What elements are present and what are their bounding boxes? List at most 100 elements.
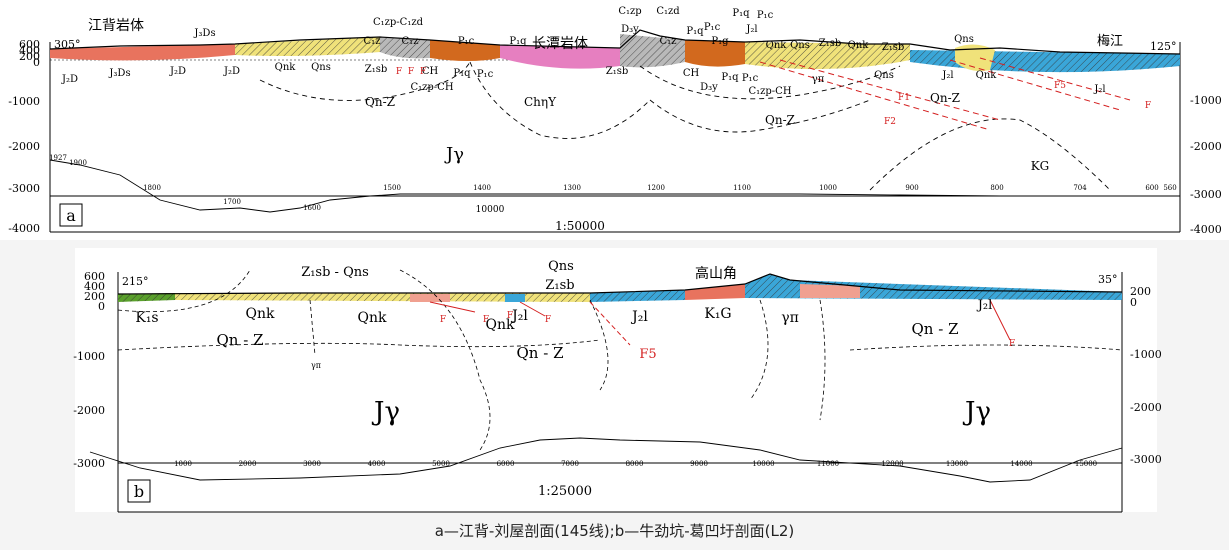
y-tick-label: -3000 bbox=[73, 457, 105, 470]
distance-tick-label: 8000 bbox=[626, 460, 644, 468]
unit-label: K₁G bbox=[704, 306, 731, 322]
distance-tick-label: 14000 bbox=[1010, 460, 1032, 468]
fault-label: F bbox=[420, 67, 426, 77]
y-tick-label: -3000 bbox=[8, 182, 40, 195]
unit-label: C₁zd bbox=[656, 6, 680, 17]
panel-b-scale: 1:25000 bbox=[538, 484, 592, 499]
panel-b-label-box bbox=[127, 479, 151, 503]
body-label: γπ bbox=[311, 361, 321, 370]
panel-b-label: b bbox=[134, 482, 144, 501]
y-tick-label: -4000 bbox=[1190, 223, 1222, 236]
panel-a-grid-value: 10000 bbox=[476, 205, 505, 215]
unit-label: Qnk bbox=[486, 317, 515, 333]
panel-a-azimuth-right: 125° bbox=[1150, 40, 1177, 53]
panel-b-contact-4 bbox=[589, 299, 609, 391]
y-tick-label: -2000 bbox=[73, 404, 105, 417]
y-tick-label: -1000 bbox=[73, 350, 105, 363]
y-tick-label: -1000 bbox=[1130, 348, 1162, 361]
unit-label: P₁q bbox=[721, 72, 739, 83]
panel-a-background bbox=[0, 0, 1229, 240]
distance-tick-label: 1927 bbox=[49, 154, 67, 162]
unit-label: K₁s bbox=[135, 310, 158, 326]
unit-label: γπ bbox=[781, 310, 799, 326]
panel-a-label-box bbox=[59, 203, 83, 227]
unit-label: C₁zp-CH bbox=[410, 82, 453, 93]
distance-tick-label: 560 bbox=[1163, 184, 1176, 192]
distance-tick-label: 1200 bbox=[647, 184, 665, 192]
panel-a-contact-3 bbox=[649, 99, 871, 133]
fault-label: F1 bbox=[898, 93, 910, 103]
body-label: ChηΥ bbox=[524, 95, 557, 109]
body-label: Jγ bbox=[962, 397, 991, 427]
fault-label: F2 bbox=[884, 117, 896, 127]
unit-label: J₂l bbox=[941, 70, 953, 81]
distance-tick-label: 15000 bbox=[1075, 460, 1097, 468]
y-tick-label: -1000 bbox=[8, 95, 40, 108]
body-label: KG bbox=[1031, 159, 1050, 173]
distance-tick-label: 1600 bbox=[303, 204, 321, 212]
unit-label: Qns bbox=[874, 70, 894, 81]
unit-red-k1g bbox=[685, 284, 745, 300]
panel-b-contact-3 bbox=[399, 269, 491, 451]
unit-label: C₁z bbox=[364, 36, 381, 47]
fault-label: F5 bbox=[639, 347, 656, 362]
y-tick-label: 600 bbox=[84, 270, 105, 283]
body-label: Qn-Z bbox=[930, 91, 960, 105]
panel-b-contact-2 bbox=[117, 269, 251, 313]
distance-tick-label: 1300 bbox=[563, 184, 581, 192]
unit-label: C₁z bbox=[660, 36, 677, 47]
y-tick-label: 600 bbox=[19, 38, 40, 51]
fault-label: F bbox=[1009, 339, 1015, 349]
distance-tick-label: 1000 bbox=[819, 184, 837, 192]
distance-tick-label: 704 bbox=[1073, 184, 1087, 192]
figure-caption: a—江背-刘屋剖面(145线);b—牛劲坑-葛凹圩剖面(L2) bbox=[434, 522, 795, 540]
distance-tick-label: 13000 bbox=[946, 460, 968, 468]
unit-label: Z₁sb bbox=[819, 38, 842, 49]
unit-label: CH bbox=[422, 66, 439, 77]
distance-tick-label: 7000 bbox=[561, 460, 579, 468]
body-label: Jγ bbox=[444, 144, 464, 165]
fault-label: F bbox=[483, 315, 489, 325]
fault-b-f1 bbox=[429, 301, 476, 313]
unit-label: C₁zp-C₁zd bbox=[373, 17, 424, 28]
unit-label: J₂D bbox=[223, 66, 240, 77]
unit-label: P₁q bbox=[732, 8, 750, 19]
fault-label: F bbox=[545, 315, 551, 325]
unit-label: P₁q bbox=[686, 26, 704, 37]
unit-pink-chtan bbox=[500, 45, 620, 69]
panel-b-contact-6 bbox=[819, 299, 826, 421]
unit-label: P₁q bbox=[453, 68, 471, 79]
unit-label: Qns bbox=[548, 259, 574, 274]
y-tick-label: 0 bbox=[1130, 296, 1137, 309]
distance-tick-label: 1100 bbox=[733, 184, 751, 192]
y-tick-label: 400 bbox=[19, 44, 40, 57]
unit-label: Z₁sb bbox=[365, 64, 388, 75]
unit-label: Qnk bbox=[848, 40, 870, 51]
unit-label: Qns bbox=[954, 34, 974, 45]
body-label: Qn - Z bbox=[912, 320, 959, 338]
unit-green-k1s-lines bbox=[118, 293, 175, 302]
unit-orange-p1c bbox=[430, 40, 500, 61]
fault-b-f5 bbox=[589, 301, 631, 346]
body-label: Qn - Z bbox=[217, 331, 264, 349]
unit-label: J₂l bbox=[1093, 84, 1105, 95]
unit-label: D₃y bbox=[621, 24, 639, 35]
unit-label: Qnk bbox=[358, 310, 387, 326]
panel-b-y-axis-right: 2000 -1000 -2000 -3000 bbox=[1130, 285, 1162, 466]
panel-a-contact-2 bbox=[469, 61, 651, 139]
unit-grey-c1z-lines bbox=[380, 37, 430, 59]
y-tick-label: 200 bbox=[84, 290, 105, 303]
unit-label: J₃Ds bbox=[108, 68, 130, 79]
unit-label: C₁z bbox=[402, 36, 419, 47]
distance-tick-label: 5000 bbox=[432, 460, 450, 468]
fault-b-f2 bbox=[519, 301, 546, 317]
panel-b-body-labels: Qn - Z Qn - Z Qn - Z Jγ Jγ γπ bbox=[217, 320, 991, 427]
unit-label: CH bbox=[683, 68, 700, 79]
